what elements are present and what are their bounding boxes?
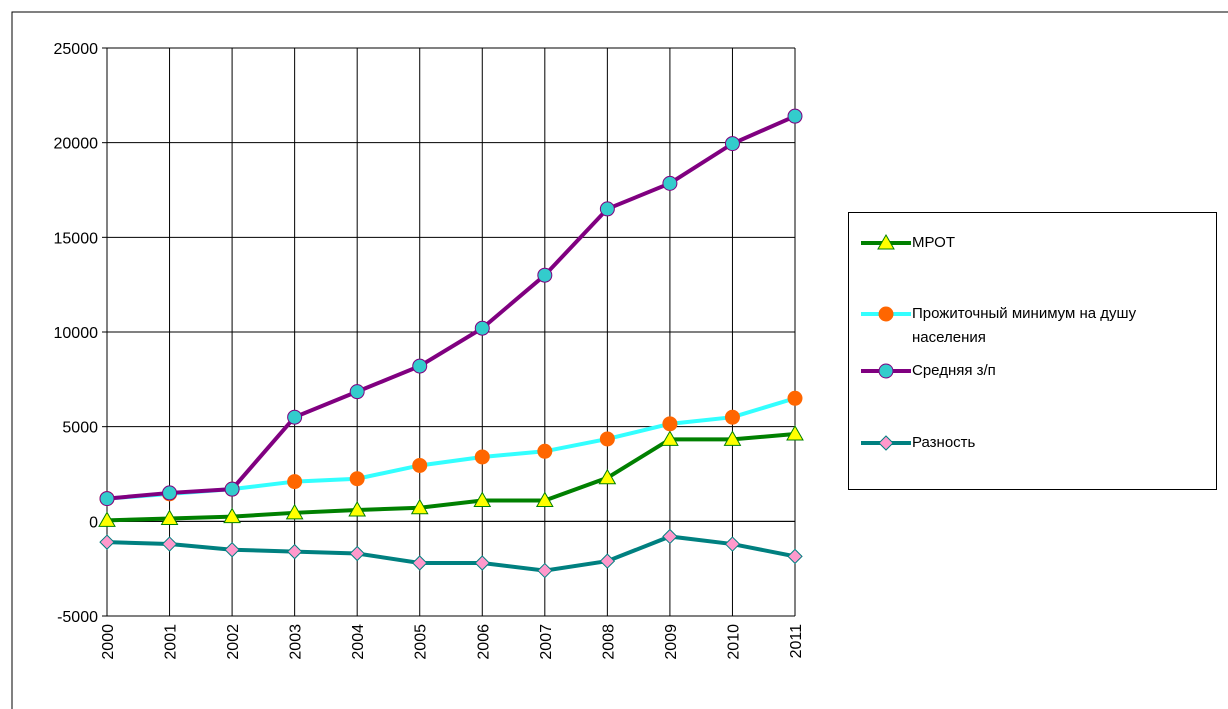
- legend-label: Средняя з/п: [912, 362, 996, 379]
- marker: [412, 457, 428, 473]
- legend-label: МРОТ: [912, 234, 956, 251]
- marker: [662, 416, 678, 432]
- marker: [599, 431, 615, 447]
- marker: [99, 491, 115, 507]
- y-tick-label: -5000: [57, 609, 98, 626]
- x-tick-label: 2000: [100, 624, 117, 660]
- marker: [349, 545, 365, 562]
- marker: [878, 435, 894, 451]
- y-tick-label: 15000: [54, 230, 99, 247]
- x-tick-label: 2009: [663, 624, 680, 660]
- marker: [287, 474, 303, 490]
- marker: [349, 384, 365, 400]
- frame: [11, 11, 1228, 709]
- marker: [285, 503, 304, 520]
- x-tick-label: 2008: [600, 624, 617, 660]
- series-line: [106, 432, 796, 523]
- marker: [474, 320, 490, 336]
- marker: [724, 536, 741, 552]
- legend-symbol: [861, 435, 911, 451]
- y-tick-label: 10000: [54, 325, 99, 342]
- marker: [599, 201, 615, 217]
- marker: [662, 528, 678, 545]
- marker: [724, 136, 740, 152]
- marker: [724, 409, 740, 425]
- marker: [723, 430, 742, 446]
- marker: [223, 507, 241, 524]
- x-tick-label: 2003: [288, 624, 305, 660]
- marker: [349, 471, 365, 487]
- marker: [662, 175, 678, 191]
- marker: [599, 553, 616, 569]
- y-tick-label: 0: [89, 514, 98, 531]
- marker: [474, 449, 490, 465]
- marker: [412, 358, 428, 374]
- y-tick-label: 5000: [62, 420, 98, 437]
- y-tick-label: 20000: [54, 136, 99, 153]
- marker: [537, 443, 553, 459]
- legend-symbol: [861, 306, 911, 322]
- marker: [598, 468, 617, 485]
- marker: [474, 555, 490, 571]
- marker: [787, 548, 803, 565]
- x-tick-label: 2005: [413, 624, 430, 660]
- marker: [473, 491, 492, 508]
- marker: [878, 306, 894, 322]
- legend-symbol: [861, 233, 911, 250]
- marker: [535, 491, 554, 508]
- series-line: [106, 534, 796, 573]
- marker: [160, 509, 179, 525]
- marker: [161, 536, 178, 552]
- marker: [787, 390, 803, 406]
- x-tick-label: 2011: [788, 624, 805, 659]
- marker: [787, 108, 803, 124]
- legend-label: Прожиточный минимум на душу населения: [912, 305, 1137, 346]
- marker: [410, 498, 429, 515]
- marker: [537, 267, 553, 283]
- marker: [661, 430, 679, 446]
- marker: [878, 363, 894, 379]
- marker: [877, 233, 895, 250]
- series-line: [106, 396, 796, 501]
- x-tick-label: 2001: [163, 624, 180, 660]
- x-tick-label: 2002: [225, 624, 242, 660]
- marker: [224, 481, 240, 497]
- marker: [286, 543, 303, 560]
- marker: [98, 511, 116, 527]
- marker: [287, 409, 303, 425]
- marker: [412, 555, 428, 571]
- x-tick-label: 2006: [475, 624, 492, 660]
- marker: [99, 534, 115, 550]
- x-tick-label: 2007: [538, 624, 555, 660]
- legend-symbol: [861, 363, 911, 379]
- marker: [348, 500, 367, 517]
- legend: МРОТ Прожиточный минимум на душу населени…: [848, 212, 1217, 490]
- legend-label: Разность: [912, 434, 976, 451]
- marker: [162, 485, 178, 501]
- x-tick-label: 2004: [350, 624, 367, 660]
- marker: [224, 542, 240, 558]
- x-tick-label: 2010: [725, 624, 742, 660]
- marker: [786, 425, 804, 441]
- series-line: [106, 114, 796, 501]
- y-tick-label: 25000: [54, 41, 99, 58]
- marker: [537, 562, 553, 579]
